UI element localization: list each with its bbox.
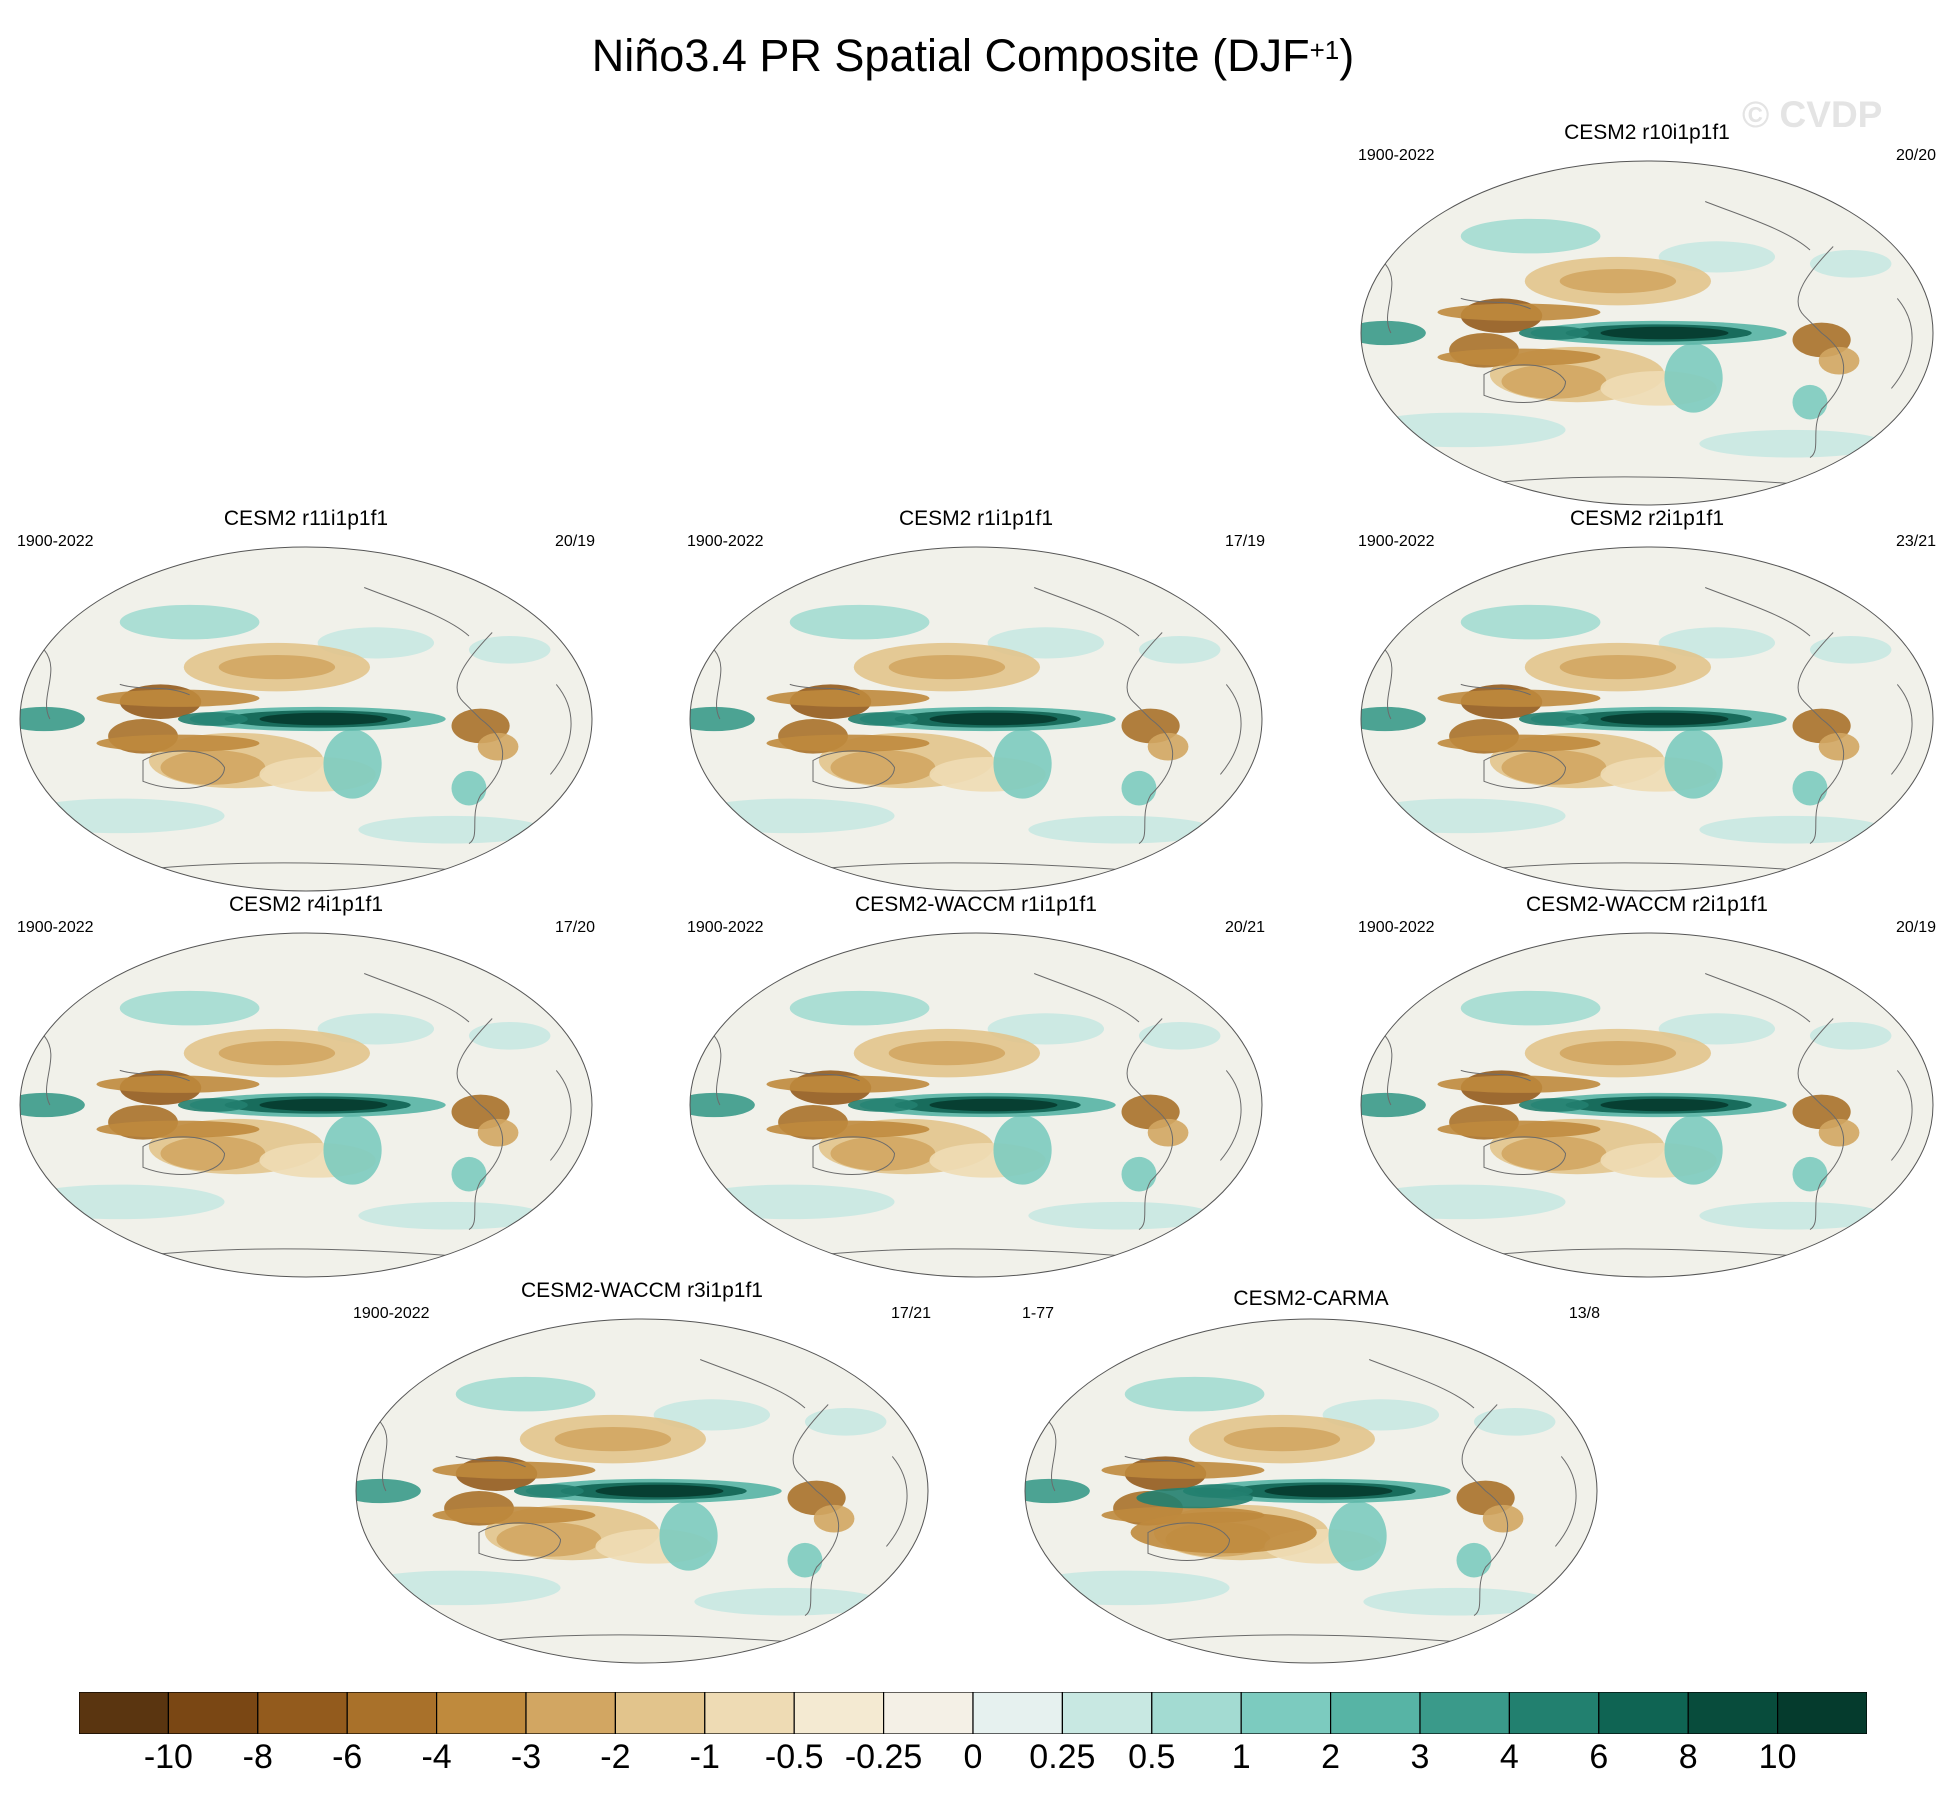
colorbar-swatch	[1151, 1692, 1242, 1734]
colorbar-swatch	[1687, 1692, 1779, 1734]
colorbar-tick-label: -6	[332, 1738, 363, 1776]
panel-title: CESM2 r11i1p1f1	[223, 507, 389, 530]
panel-period: 1900-2022	[687, 533, 764, 550]
map-panel: CESM2-CARMA 1-77 13/8	[1020, 1284, 1602, 1664]
map-panel: CESM2-WACCM r3i1p1f1 1900-2022 17/21	[351, 1279, 933, 1664]
cvdp-watermark: © CVDP	[1742, 94, 1883, 135]
figure-title: Niño3.4 PR Spatial Composite (DJF+1)	[0, 28, 1946, 84]
colorbar-swatch	[793, 1692, 885, 1734]
composite-map	[19, 932, 593, 1278]
composite-map	[19, 546, 593, 892]
panel-period: 1-77	[1022, 1305, 1055, 1322]
colorbar-tick-label: 10	[1758, 1738, 1797, 1776]
colorbar-swatch	[346, 1692, 438, 1734]
colorbar-tick-label: -4	[421, 1738, 452, 1776]
panel-title: CESM2 r4i1p1f1	[228, 893, 384, 916]
panel-title: CESM2-WACCM r3i1p1f1	[521, 1279, 763, 1302]
panel-event-count: 17/19	[1224, 533, 1265, 550]
panel-event-count: 23/21	[1895, 533, 1936, 550]
panel-period: 1900-2022	[687, 919, 764, 936]
panel-title: CESM2-WACCM r1i1p1f1	[855, 893, 1097, 916]
composite-map	[1360, 160, 1934, 506]
colorbar-swatch	[257, 1692, 348, 1734]
colorbar-swatch	[436, 1692, 527, 1734]
panel-period: 1900-2022	[1358, 533, 1435, 550]
colorbar-tick-label: 2	[1321, 1738, 1341, 1776]
colorbar-tick-label: -8	[242, 1738, 273, 1776]
colorbar-swatch	[79, 1692, 170, 1734]
title-close: )	[1339, 30, 1355, 81]
panel-title: CESM2 r10i1p1f1	[1564, 121, 1730, 144]
composite-map	[689, 546, 1263, 892]
colorbar-tick-label: 0	[963, 1738, 983, 1776]
panel-event-count: 20/21	[1224, 919, 1265, 936]
colorbar-tick-label: -1	[689, 1738, 720, 1776]
panel-event-count: 20/19	[554, 533, 595, 550]
map-panel: CESM2 r4i1p1f1 1900-2022 17/20	[15, 893, 597, 1278]
colorbar-tick-label: -3	[510, 1738, 542, 1776]
colorbar-tick-label: 0.25	[1029, 1738, 1096, 1776]
panel-title: CESM2-CARMA	[1233, 1287, 1389, 1310]
colorbar	[79, 1692, 1867, 1734]
panel-period: 1900-2022	[17, 919, 94, 936]
map-panel: CESM2-WACCM r1i1p1f1 1900-2022 20/21	[685, 893, 1267, 1278]
colorbar-swatch	[1419, 1692, 1511, 1734]
map-panel: CESM2 r2i1p1f1 1900-2022 23/21	[1356, 507, 1938, 892]
composite-map	[1360, 546, 1934, 892]
colorbar-swatch	[704, 1692, 795, 1734]
colorbar-labels: -10 -8 -6 -4 -3 -2 -1 -0.5 -0.25 0 0.25 0.5 1 2 3 4 6 8 10	[0, 1738, 1946, 1778]
colorbar-tick-label: -10	[143, 1738, 193, 1776]
panel-event-count: 13/8	[1568, 1305, 1600, 1322]
colorbar-swatch	[1508, 1692, 1600, 1734]
title-superscript: +1	[1309, 35, 1340, 65]
panel-period: 1900-2022	[17, 533, 94, 550]
colorbar-tick-label: -0.25	[844, 1738, 923, 1776]
composite-map	[689, 932, 1263, 1278]
colorbar-tick-label: 3	[1410, 1738, 1430, 1776]
map-panel: CESM2 r11i1p1f1 1900-2022 20/19	[15, 507, 597, 892]
panel-title: CESM2 r1i1p1f1	[898, 507, 1054, 530]
panel-title: CESM2 r2i1p1f1	[1569, 507, 1725, 530]
colorbar-tick-label: -2	[600, 1738, 631, 1776]
title-text: Niño3.4 PR Spatial Composite (DJF	[591, 30, 1310, 81]
colorbar-tick-label: -0.5	[764, 1738, 824, 1776]
map-panel: CESM2-WACCM r2i1p1f1 1900-2022 20/19	[1356, 893, 1938, 1278]
composite-map	[355, 1318, 929, 1664]
panel-title: CESM2-WACCM r2i1p1f1	[1526, 893, 1768, 916]
colorbar-swatch	[525, 1692, 617, 1734]
colorbar-swatch	[1598, 1692, 1689, 1734]
colorbar-swatch	[1329, 1692, 1421, 1734]
panel-event-count: 17/21	[890, 1305, 931, 1322]
colorbar-swatch	[882, 1692, 974, 1734]
panel-period: 1900-2022	[1358, 919, 1435, 936]
colorbar-swatch	[1776, 1692, 1867, 1734]
colorbar-swatch	[1061, 1692, 1153, 1734]
colorbar-tick-label: 8	[1678, 1738, 1698, 1776]
panel-event-count: 20/19	[1895, 919, 1936, 936]
composite-map	[1024, 1318, 1598, 1664]
panel-period: 1900-2022	[1358, 147, 1435, 164]
map-panel: CESM2 r1i1p1f1 1900-2022 17/19	[685, 507, 1267, 892]
colorbar-tick-label: 1	[1231, 1738, 1251, 1776]
colorbar-swatch	[167, 1692, 259, 1734]
colorbar-tick-label: 0.5	[1128, 1738, 1176, 1776]
map-panel: CESM2 r10i1p1f1 1900-2022 20/20	[1356, 121, 1938, 506]
colorbar-tick-label: 6	[1589, 1738, 1609, 1776]
colorbar-swatch	[614, 1692, 706, 1734]
composite-map	[1360, 932, 1934, 1278]
panel-event-count: 17/20	[554, 919, 595, 936]
panel-period: 1900-2022	[353, 1305, 430, 1322]
colorbar-swatch	[1240, 1692, 1332, 1734]
panel-event-count: 20/20	[1895, 147, 1936, 164]
colorbar-tick-label: 4	[1499, 1738, 1519, 1776]
colorbar-swatch	[972, 1692, 1064, 1734]
